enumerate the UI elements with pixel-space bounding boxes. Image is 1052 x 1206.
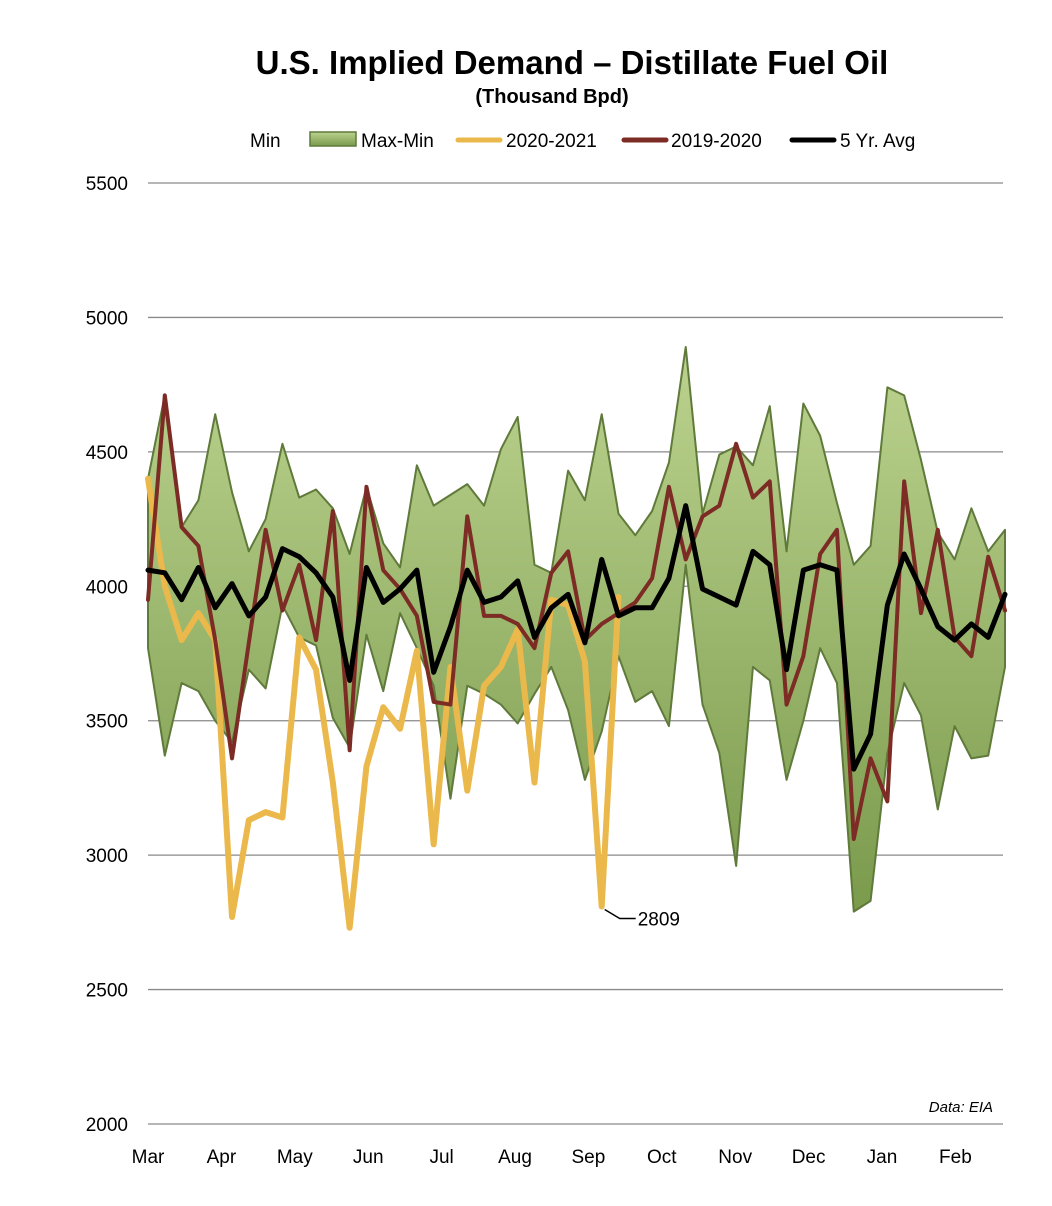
- chart-title: U.S. Implied Demand – Distillate Fuel Oi…: [255, 44, 889, 81]
- x-tick-label: Jan: [867, 1147, 898, 1168]
- axis-layer: 2000 2500 3000 3500 4000 4500 5000 5500 Mar Apr Ma…: [86, 174, 972, 1168]
- y-tick-label: 4000: [86, 577, 128, 598]
- chart-subtitle: (Thousand Bpd): [475, 86, 629, 108]
- y-tick-label: 5500: [86, 174, 128, 195]
- x-tick-label: Jun: [353, 1147, 384, 1168]
- legend-label: 2019-2020: [671, 131, 762, 152]
- annotation-leader: [604, 908, 636, 920]
- x-tick-label: Jul: [429, 1147, 453, 1168]
- y-tick-label: 5000: [86, 308, 128, 329]
- y-tick-label: 2000: [86, 1115, 128, 1136]
- series-line-5-yr-avg: [145, 503, 1008, 772]
- series-layer: [145, 393, 1008, 931]
- y-tick-label: 3500: [86, 712, 128, 733]
- x-tick-label: Feb: [939, 1147, 972, 1168]
- x-tick-label: Aug: [498, 1147, 532, 1168]
- source-note: Data: EIA: [929, 1099, 993, 1116]
- x-tick-label: Apr: [207, 1147, 237, 1168]
- x-tick-label: May: [277, 1147, 313, 1168]
- x-tick-label: Oct: [647, 1147, 677, 1168]
- x-tick-label: Mar: [132, 1147, 165, 1168]
- series-line-2019-2020: [146, 393, 1007, 842]
- legend-label: 5 Yr. Avg: [840, 131, 915, 152]
- legend-label-max-min: Max-Min: [361, 131, 434, 152]
- legend-label-min: Min: [250, 131, 281, 152]
- x-tick-label: Sep: [571, 1147, 605, 1168]
- y-tick-label: 4500: [86, 443, 128, 464]
- x-tick-label: Nov: [718, 1147, 752, 1168]
- data-label: 2809: [638, 909, 680, 930]
- y-tick-label: 3000: [86, 846, 128, 867]
- x-tick-label: Dec: [792, 1147, 826, 1168]
- annotations: 2809 Data: EIA: [604, 908, 993, 1116]
- y-tick-label: 2500: [86, 981, 128, 1002]
- legend-label: 2020-2021: [506, 131, 597, 152]
- legend: Min Max-Min 2020-2021 2019-2020 5 Yr. Avg: [250, 131, 915, 152]
- legend-swatch-max-min: [309, 131, 357, 147]
